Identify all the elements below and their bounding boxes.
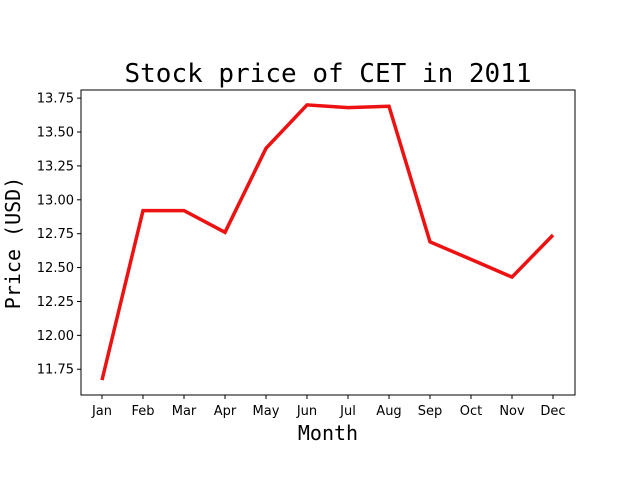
x-tick-label: Dec [540, 404, 565, 419]
y-tick-label: 12.25 [37, 295, 74, 310]
y-tick-label: 13.25 [37, 159, 74, 174]
x-axis-label: Month [298, 421, 358, 445]
y-tick-label: 11.75 [37, 363, 74, 378]
x-tick-label: Mar [172, 404, 197, 419]
x-axis: Jan Feb Mar Apr May Jun Jul Aug Sep Oct Nov Dec [91, 395, 566, 419]
x-tick-label: Sep [418, 404, 443, 419]
price-line [100, 103, 555, 381]
x-tick-label: Jan [91, 404, 112, 419]
x-tick-label: Oct [460, 404, 482, 419]
chart-title: Stock price of CET in 2011 [125, 59, 532, 89]
x-tick-label: Aug [376, 404, 401, 419]
x-tick-label: Jun [296, 404, 317, 419]
x-tick-label: Nov [499, 404, 525, 419]
plot-area [80, 89, 576, 396]
x-tick-label: May [253, 404, 280, 419]
y-tick-label: 12.00 [37, 329, 74, 344]
y-axis: 11.75 12.00 12.25 12.50 12.75 13.00 13.25 13.50… [37, 92, 81, 378]
x-tick-label: Apr [214, 404, 237, 419]
y-tick-label: 13.50 [37, 126, 74, 141]
series-layer [100, 103, 555, 381]
y-tick-label: 12.75 [37, 227, 74, 242]
y-tick-label: 13.00 [37, 193, 74, 208]
y-axis-label: Price (USD) [1, 177, 25, 309]
x-tick-label: Jul [339, 404, 356, 419]
x-tick-label: Feb [131, 404, 154, 419]
y-tick-label: 13.75 [37, 92, 74, 107]
y-tick-label: 12.50 [37, 261, 74, 276]
